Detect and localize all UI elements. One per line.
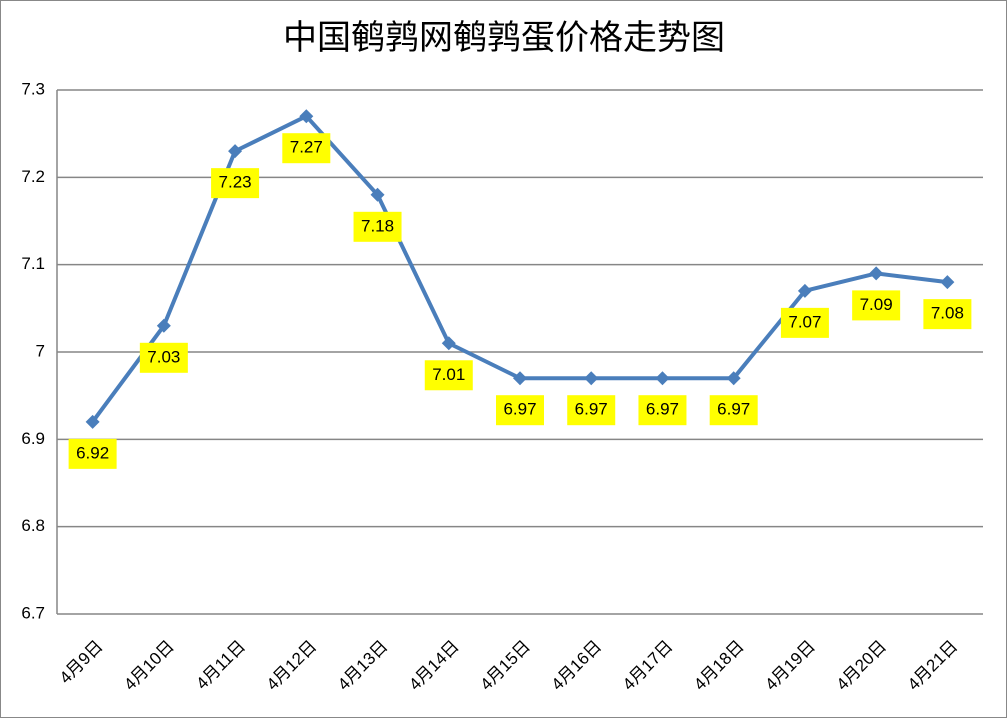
data-label-text: 6.92 <box>76 443 109 462</box>
y-tick-label: 7 <box>36 341 45 360</box>
data-label-box <box>282 133 331 164</box>
y-tick-label: 6.8 <box>21 516 45 535</box>
data-label-text: 7.23 <box>219 173 252 192</box>
data-label-box <box>780 307 829 338</box>
y-tick-label: 6.9 <box>21 429 45 448</box>
y-tick-label: 6.7 <box>21 603 45 622</box>
data-label-text: 7.18 <box>361 216 394 235</box>
data-label: 6.92 <box>68 438 117 469</box>
data-label: 6.97 <box>638 395 687 426</box>
data-label: 7.03 <box>139 342 188 373</box>
data-label-box <box>353 211 402 242</box>
marker <box>441 336 456 351</box>
marker <box>85 414 100 429</box>
data-label: 7.08 <box>923 299 972 330</box>
data-label: 6.97 <box>496 395 544 426</box>
data-label: 7.27 <box>282 133 331 164</box>
data-label-box <box>139 342 188 373</box>
marker <box>940 275 955 290</box>
y-tick-label: 7.3 <box>21 79 45 98</box>
marker <box>869 266 884 281</box>
marker <box>299 109 314 124</box>
marker <box>370 187 385 202</box>
data-label-box <box>496 395 544 426</box>
marker <box>156 318 171 333</box>
data-label-text: 7.27 <box>290 138 323 157</box>
data-label-box <box>638 395 687 426</box>
data-label-text: 7.09 <box>860 295 893 314</box>
marker <box>228 144 243 159</box>
data-label-text: 7.03 <box>147 347 180 366</box>
data-label-text: 6.97 <box>503 400 536 419</box>
data-label-box <box>923 299 972 330</box>
data-label: 7.18 <box>353 211 402 242</box>
data-label-text: 6.97 <box>646 400 679 419</box>
data-label-text: 7.08 <box>931 304 964 323</box>
data-label-box <box>68 438 117 469</box>
marker <box>584 371 599 386</box>
marker <box>726 371 741 386</box>
marker <box>797 283 812 298</box>
data-label-text: 7.07 <box>788 312 821 331</box>
marker <box>655 371 670 386</box>
data-label: 7.09 <box>852 290 901 321</box>
data-label: 7.01 <box>424 360 473 391</box>
data-label-text: 6.97 <box>717 400 750 419</box>
y-tick-label: 7.2 <box>21 167 45 186</box>
data-label-text: 7.01 <box>432 365 465 384</box>
data-label: 7.23 <box>211 168 260 199</box>
chart-title: 中国鹌鹑网鹌鹑蛋价格走势图 <box>283 18 725 58</box>
data-label: 6.97 <box>709 395 758 426</box>
data-label: 7.07 <box>780 307 829 338</box>
data-label-box <box>567 395 616 426</box>
data-label-box <box>211 168 260 199</box>
y-tick-label: 7.1 <box>21 254 45 273</box>
data-label-text: 6.97 <box>575 400 608 419</box>
marker <box>513 371 527 386</box>
data-label-box <box>709 395 758 426</box>
data-label-box <box>424 360 473 391</box>
data-label: 6.97 <box>567 395 616 426</box>
data-label-box <box>852 290 901 321</box>
